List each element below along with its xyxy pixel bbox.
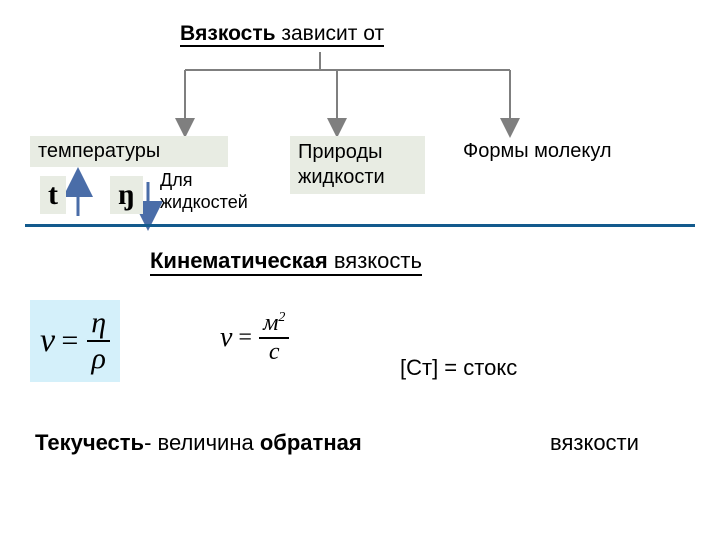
formula1-den: ρ bbox=[87, 342, 110, 376]
section-kinematic-rest: вязкость bbox=[328, 248, 422, 273]
note-line1: Для bbox=[160, 170, 192, 190]
variable-eta-label: ŋ bbox=[118, 178, 135, 211]
formula1-nu: ν bbox=[40, 322, 55, 359]
stokes-label: [Ст] = стокс bbox=[400, 355, 517, 381]
factor-nature: Природы жидкости bbox=[290, 136, 425, 194]
stokes-text: [Ст] = стокс bbox=[400, 355, 517, 380]
fluidity-part2: - величина bbox=[144, 430, 260, 455]
formula2-eq: = bbox=[237, 325, 259, 351]
variable-t: t bbox=[40, 176, 66, 214]
formula1-eq: = bbox=[60, 324, 88, 357]
variable-eta: ŋ bbox=[110, 176, 143, 214]
fluidity-part4-text: вязкости bbox=[550, 430, 639, 455]
note-line2: жидкостей bbox=[160, 192, 248, 212]
fluidity-bold2: обратная bbox=[260, 430, 362, 455]
formula-nu-units: ν = м2 с bbox=[220, 310, 289, 366]
variable-t-label: t bbox=[48, 178, 58, 211]
factor-temperature: температуры bbox=[30, 136, 228, 167]
section-kinematic-bold: Кинематическая bbox=[150, 248, 328, 273]
factor-nature-line1: Природы bbox=[298, 141, 383, 163]
formula2-den: с bbox=[259, 339, 289, 366]
factor-temperature-label: температуры bbox=[38, 140, 160, 162]
note-for-liquids: Для жидкостей bbox=[160, 170, 248, 213]
formula-nu-eta-rho: ν = η ρ bbox=[30, 300, 120, 382]
fluidity-line: Текучесть- величина обратная bbox=[35, 430, 362, 456]
formula2-sup: 2 bbox=[278, 310, 285, 325]
formula2-nu: ν bbox=[220, 322, 232, 353]
divider bbox=[25, 224, 695, 227]
fluidity-part4: вязкости bbox=[550, 430, 639, 456]
factor-nature-line2: жидкости bbox=[298, 166, 385, 188]
fluidity-bold1: Текучесть bbox=[35, 430, 144, 455]
factor-molecule-shape: Формы молекул bbox=[455, 136, 620, 167]
formula2-num: м bbox=[263, 310, 278, 336]
formula1-num: η bbox=[87, 306, 110, 342]
factor-molecule-shape-label: Формы молекул bbox=[463, 140, 612, 162]
section-kinematic-title: Кинематическая вязкость bbox=[150, 248, 422, 276]
